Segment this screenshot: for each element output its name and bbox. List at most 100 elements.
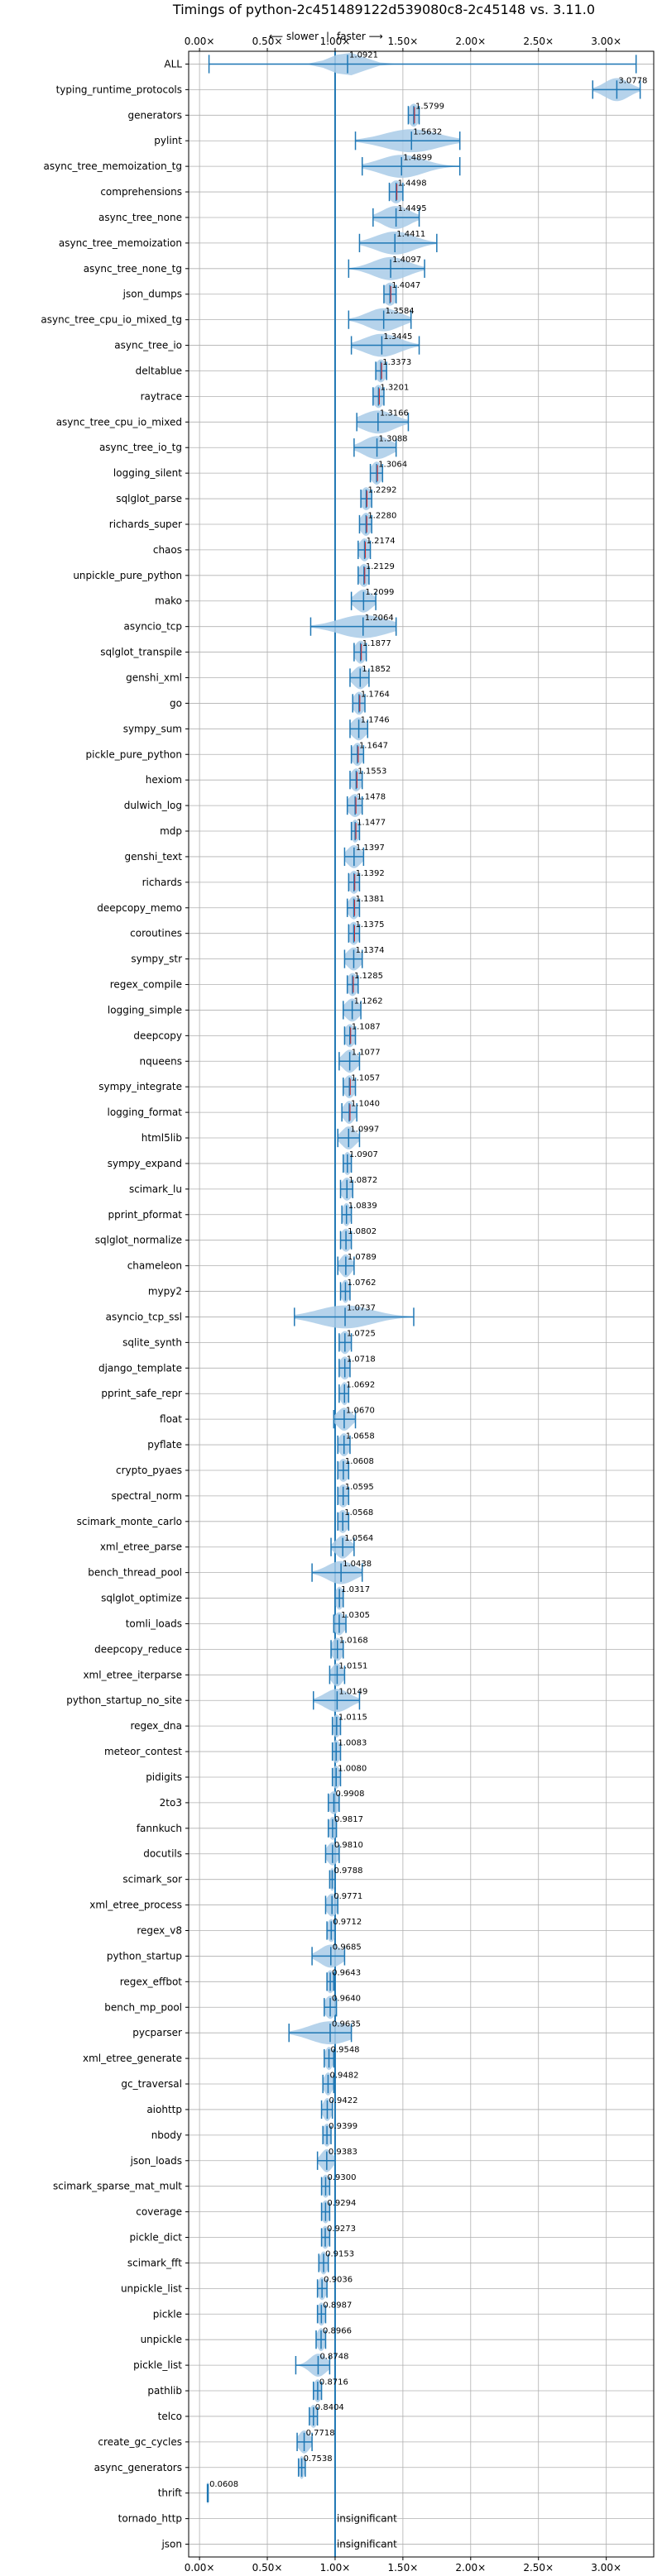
y-tick-label: regex_v8 — [137, 1925, 182, 1937]
y-tick-label: thrift — [158, 2488, 183, 2499]
x-tick-label-top: 3.00× — [591, 36, 621, 47]
y-tick-label: docutils — [143, 1848, 182, 1860]
violin — [341, 1202, 353, 1226]
y-tick-label: json — [161, 2539, 182, 2550]
violin — [346, 973, 359, 996]
violin — [294, 1305, 415, 1329]
violin — [348, 256, 425, 280]
y-tick-label: nbody — [151, 2129, 182, 2141]
violin — [324, 1842, 340, 1866]
value-label: 0.9153 — [325, 2250, 354, 2259]
value-label: 1.1477 — [357, 818, 386, 827]
violin — [297, 2455, 306, 2479]
y-tick-label: sympy_expand — [108, 1158, 182, 1169]
value-label: 0.9294 — [327, 2199, 356, 2208]
y-tick-label: genshi_xml — [126, 672, 182, 684]
value-label: 0.8966 — [323, 2326, 352, 2335]
y-tick-label: mypy2 — [148, 1286, 182, 1298]
violin — [343, 1024, 357, 1048]
insignificant-label: insignificant — [337, 2513, 397, 2525]
violin — [352, 691, 366, 715]
y-tick-label: async_tree_memoization_tg — [44, 160, 182, 172]
x-tick-label-top: 2.50× — [523, 36, 554, 47]
y-tick-label: hexiom — [146, 774, 182, 786]
y-tick-label: python_startup — [107, 1950, 182, 1962]
y-tick-label: sqlglot_normalize — [95, 1235, 182, 1246]
value-label: 0.9685 — [333, 1943, 362, 1952]
y-tick-label: float — [160, 1413, 182, 1425]
violin — [331, 1740, 342, 1763]
value-label: 1.2099 — [365, 588, 394, 597]
violin — [296, 2430, 313, 2454]
violin — [333, 1407, 357, 1431]
value-label: 0.8987 — [323, 2301, 352, 2311]
violin — [309, 2405, 319, 2428]
violin — [330, 1535, 355, 1559]
y-tick-label: sqlglot_parse — [116, 493, 182, 504]
value-label: 1.0725 — [347, 1330, 376, 1339]
violin — [341, 1101, 357, 1124]
y-tick-label: fannkuch — [137, 1823, 182, 1834]
violin — [407, 103, 420, 127]
value-label: 1.0872 — [348, 1176, 377, 1185]
violin — [356, 410, 410, 434]
y-tick-label: raytrace — [141, 390, 182, 402]
violin — [346, 794, 363, 817]
value-label: 1.1397 — [356, 844, 385, 853]
x-tick-label-top: 1.00× — [320, 36, 351, 47]
value-label: 1.0718 — [347, 1355, 376, 1364]
violin — [320, 2225, 331, 2249]
y-tick-label: asyncio_tcp_ssl — [106, 1311, 182, 1322]
value-label: 0.9273 — [327, 2225, 356, 2234]
x-tick-label-bottom: 3.00× — [591, 2562, 621, 2572]
value-label: 1.1746 — [361, 716, 390, 725]
x-tick-label-top: 0.50× — [252, 36, 283, 47]
y-tick-label: nqueens — [140, 1055, 182, 1067]
value-label: 1.2292 — [368, 485, 397, 495]
value-label: 1.1852 — [362, 665, 391, 674]
y-tick-label: pickle_dict — [130, 2232, 183, 2244]
y-tick-label: create_gc_cycles — [98, 2436, 182, 2448]
value-label: 0.9908 — [335, 1790, 364, 1799]
y-tick-label: unpickle — [141, 2334, 182, 2345]
y-tick-label: asyncio_tcp — [123, 621, 182, 633]
violin — [316, 2148, 336, 2172]
value-label: 0.8716 — [319, 2378, 348, 2387]
violin — [337, 1433, 351, 1456]
y-tick-label: regex_dna — [130, 1720, 182, 1732]
violin — [338, 1382, 350, 1406]
value-label: 1.0997 — [350, 1125, 379, 1134]
y-tick-label: pyflate — [147, 1439, 182, 1450]
y-tick-label: async_tree_none_tg — [84, 263, 182, 275]
violin — [350, 333, 420, 357]
violin — [343, 845, 365, 868]
violin — [353, 436, 397, 460]
violin — [383, 282, 397, 306]
y-tick-label: xml_etree_iterparse — [83, 1669, 182, 1680]
y-tick-label: json_dumps — [122, 289, 182, 300]
violin — [320, 2098, 333, 2121]
violin — [350, 820, 361, 843]
violin — [388, 180, 404, 203]
y-tick-label: async_tree_none — [98, 212, 182, 223]
y-tick-label: pprint_safe_repr — [101, 1388, 182, 1399]
y-tick-label: pprint_pformat — [108, 1209, 183, 1221]
y-tick-label: dulwich_log — [124, 800, 182, 811]
value-label: 1.1764 — [361, 691, 390, 700]
y-tick-label: html5lib — [142, 1132, 182, 1144]
y-tick-label: deepcopy — [133, 1030, 182, 1041]
value-label: 0.9643 — [332, 1969, 361, 1978]
value-label: 1.3445 — [383, 332, 412, 342]
value-label: 0.9482 — [329, 2071, 358, 2080]
y-tick-label: generators — [127, 109, 182, 121]
violin-layer — [206, 52, 641, 2505]
y-tick-label: crypto_pyaes — [116, 1465, 182, 1476]
y-tick-label: spectral_norm — [111, 1490, 182, 1502]
violin — [343, 1075, 357, 1099]
value-label: 1.4495 — [398, 204, 427, 213]
violin — [592, 78, 641, 102]
violin — [357, 538, 372, 562]
violin — [316, 2277, 328, 2301]
y-tick-label: logging_format — [107, 1106, 182, 1118]
